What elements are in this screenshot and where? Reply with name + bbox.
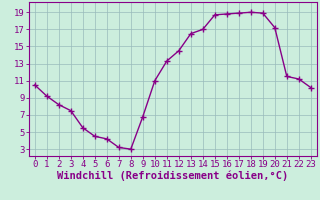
X-axis label: Windchill (Refroidissement éolien,°C): Windchill (Refroidissement éolien,°C)	[57, 171, 288, 181]
